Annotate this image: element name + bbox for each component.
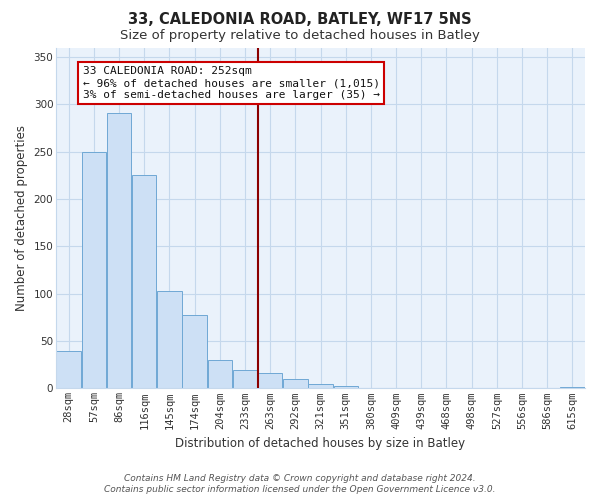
Text: 33 CALEDONIA ROAD: 252sqm
← 96% of detached houses are smaller (1,015)
3% of sem: 33 CALEDONIA ROAD: 252sqm ← 96% of detac… <box>83 66 380 100</box>
Bar <box>208 360 232 388</box>
Bar <box>233 370 257 388</box>
Bar <box>182 314 207 388</box>
Text: 33, CALEDONIA ROAD, BATLEY, WF17 5NS: 33, CALEDONIA ROAD, BATLEY, WF17 5NS <box>128 12 472 28</box>
Bar <box>82 152 106 388</box>
Bar <box>56 352 81 389</box>
Bar <box>308 384 333 388</box>
Bar <box>107 113 131 388</box>
Bar <box>283 379 308 388</box>
Text: Contains HM Land Registry data © Crown copyright and database right 2024.
Contai: Contains HM Land Registry data © Crown c… <box>104 474 496 494</box>
Y-axis label: Number of detached properties: Number of detached properties <box>15 125 28 311</box>
X-axis label: Distribution of detached houses by size in Batley: Distribution of detached houses by size … <box>175 437 466 450</box>
Bar <box>132 176 157 388</box>
Bar <box>334 386 358 388</box>
Bar <box>157 291 182 388</box>
Text: Size of property relative to detached houses in Batley: Size of property relative to detached ho… <box>120 29 480 42</box>
Bar <box>258 373 283 388</box>
